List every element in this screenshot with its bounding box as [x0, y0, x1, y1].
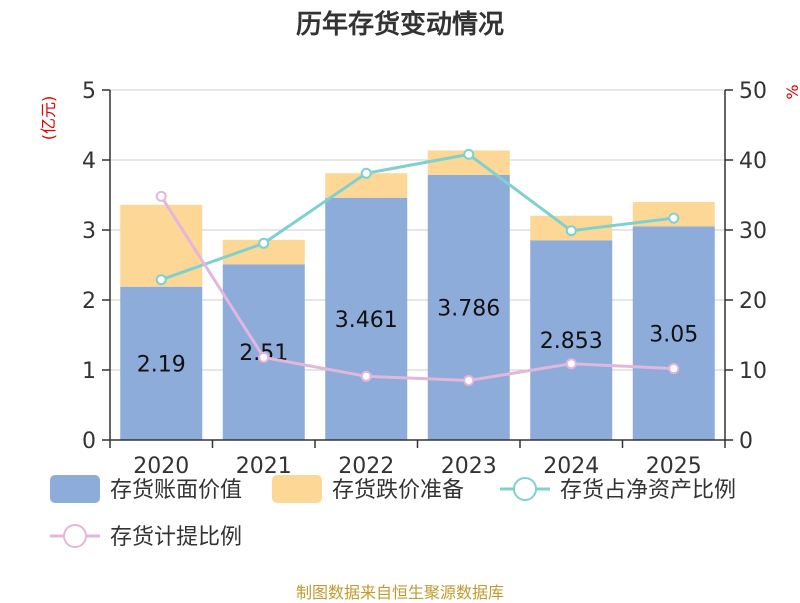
left-axis-tick-label: 0 — [82, 429, 96, 454]
x-axis-tick-label: 2020 — [133, 454, 189, 479]
left-axis-tick-label: 3 — [82, 219, 96, 244]
line-ratio-net-assets-point — [360, 167, 372, 179]
legend-label: 存货计提比例 — [110, 525, 242, 550]
bar-book-value — [325, 197, 408, 440]
bar-book-value — [530, 240, 613, 440]
line-ratio-net-assets — [160, 152, 674, 282]
legend-swatch-marker — [513, 477, 537, 501]
bar-value-label: 3.461 — [335, 308, 398, 333]
right-axis-unit: % — [783, 84, 800, 99]
right-axis-tick-label: 20 — [739, 289, 767, 314]
line-provision-ratio-point — [463, 375, 475, 386]
right-axis-tick-label: 30 — [739, 219, 767, 244]
right-axis-tick-label: 50 — [739, 79, 767, 104]
legend-swatch — [272, 475, 322, 503]
left-axis-tick-label: 2 — [82, 289, 96, 314]
legend-label: 存货占净资产比例 — [560, 478, 736, 503]
bar-value-label: 2.19 — [137, 352, 186, 377]
right-axis-tick-label: 0 — [739, 429, 753, 454]
bar-book-value — [632, 226, 715, 440]
line-ratio-net-assets-point — [155, 274, 167, 286]
line-provision-ratio-point — [258, 351, 270, 363]
bar-book-value — [427, 174, 510, 441]
legend-label: 存货账面价值 — [110, 478, 242, 503]
left-axis-tick-label: 1 — [82, 359, 96, 384]
line-ratio-net-assets-point — [463, 148, 475, 160]
line-provision-ratio-point — [668, 363, 680, 375]
left-axis-tick-label: 5 — [82, 79, 96, 104]
left-axis-unit: (亿元) — [39, 96, 58, 141]
grid-lines — [110, 89, 725, 371]
x-axis-tick-label: 2025 — [646, 454, 702, 479]
bar-value-label: 3.786 — [437, 296, 500, 321]
line-provision-ratio-point — [155, 190, 167, 202]
line-ratio-net-assets-point — [565, 225, 577, 237]
left-axis-tick-label: 4 — [82, 149, 96, 174]
right-axis-tick-label: 10 — [739, 359, 767, 384]
data-source-note: 制图数据来自恒生聚源数据库 — [295, 583, 504, 602]
bar-series — [120, 150, 715, 441]
legend-swatch-marker — [63, 524, 87, 548]
bar-book-value — [120, 286, 203, 440]
right-axis-tick-label: 40 — [739, 149, 767, 174]
x-axis-tick-label: 2024 — [543, 454, 599, 479]
line-provision-ratio — [159, 195, 674, 383]
x-axis-tick-label: 2021 — [236, 454, 292, 479]
chart-title: 历年存货变动情况 — [295, 10, 504, 40]
line-provision-ratio-point — [565, 358, 577, 370]
line-ratio-net-assets-point — [668, 212, 680, 224]
line-provision-ratio-point — [360, 370, 372, 382]
line-ratio-net-assets-point — [258, 237, 270, 249]
legend-label: 存货跌价准备 — [332, 478, 464, 503]
x-axis-tick-label: 2023 — [441, 454, 497, 479]
line-series — [155, 148, 680, 386]
bar-value-label: 2.853 — [540, 329, 603, 354]
bar-value-label: 3.05 — [649, 322, 698, 347]
x-axis-tick-label: 2022 — [338, 454, 394, 479]
bar-provision — [120, 204, 203, 287]
legend-swatch — [50, 475, 100, 503]
